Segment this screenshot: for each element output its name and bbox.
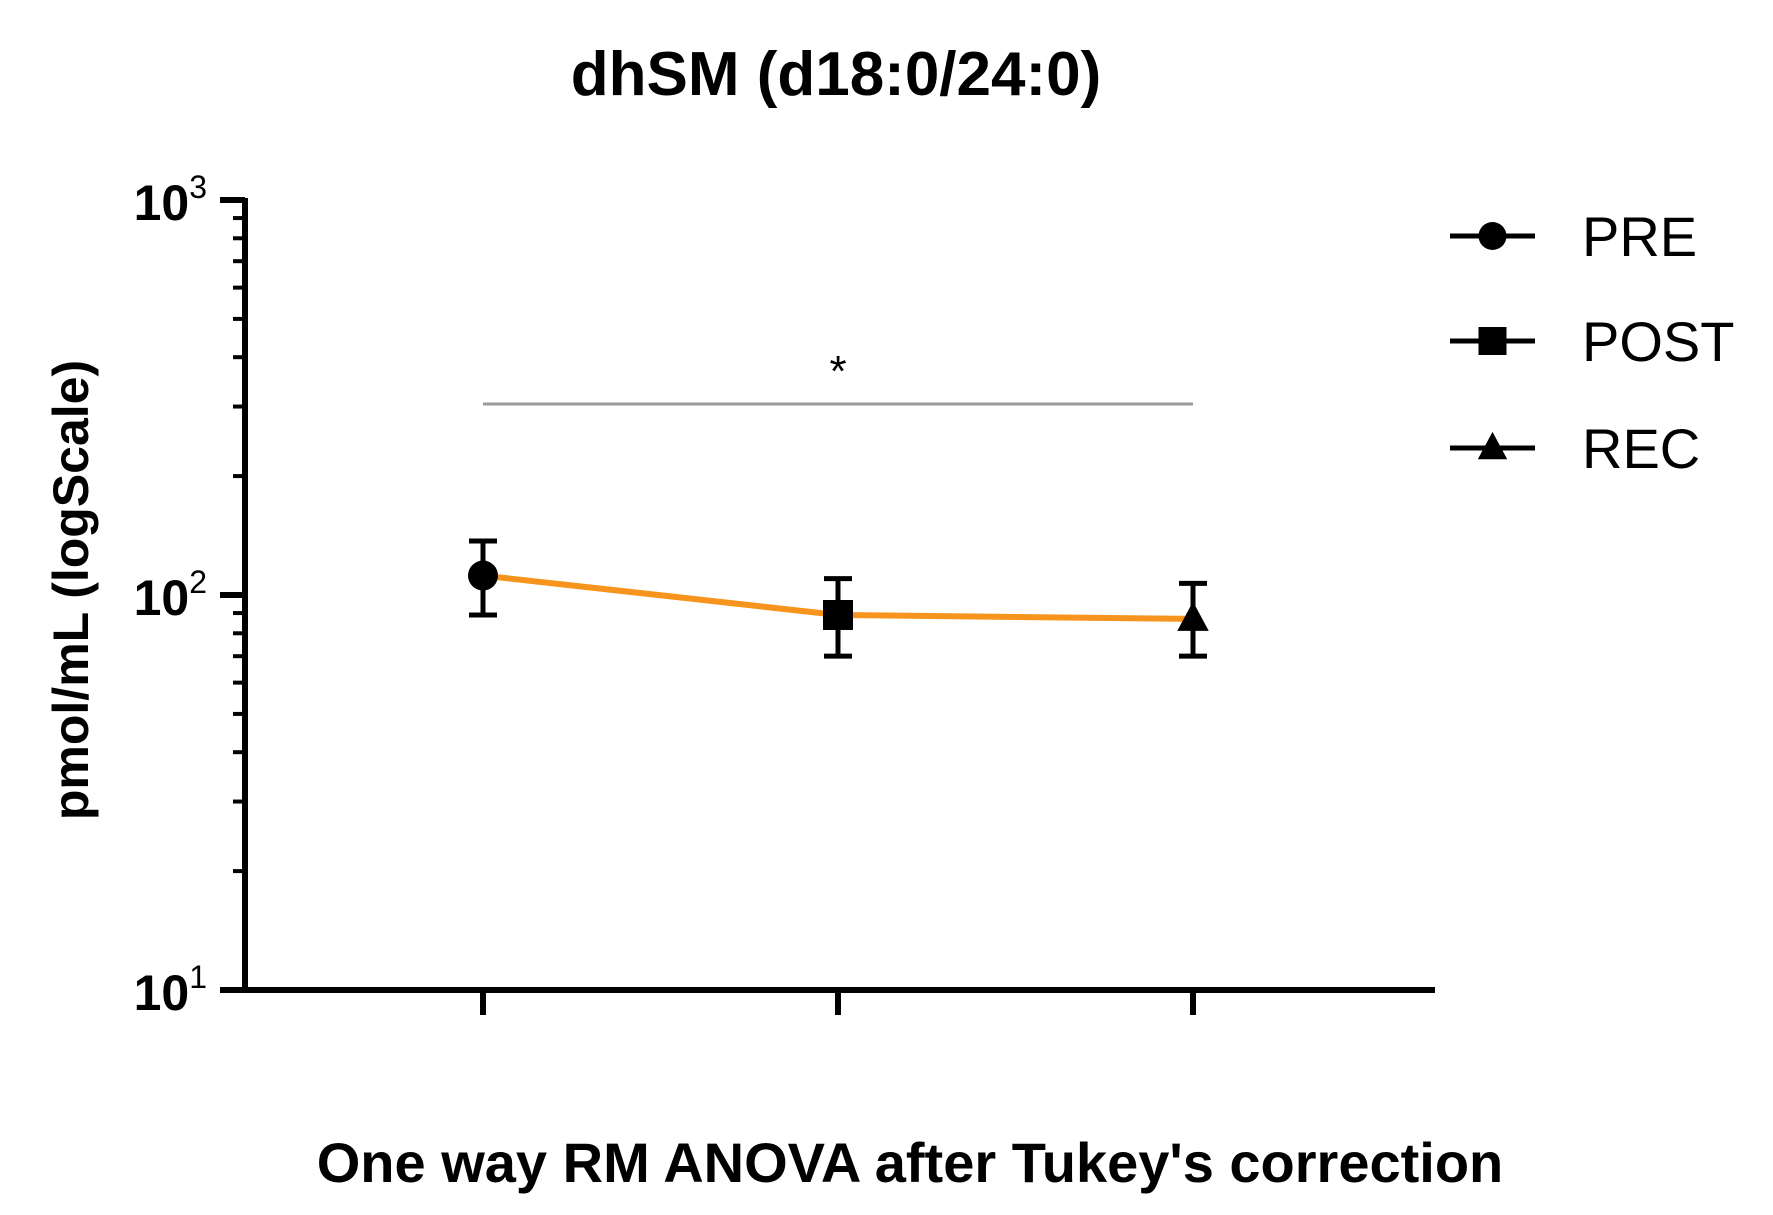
legend-marker-rec — [1477, 431, 1508, 460]
x-axis-label: One way RM ANOVA after Tukey's correctio… — [317, 1131, 1504, 1194]
data-point-pre — [468, 560, 498, 591]
y-axis-label: pmol/mL (logScale) — [43, 360, 99, 820]
legend-label-post: POST — [1582, 310, 1734, 373]
significance-star: * — [829, 347, 846, 396]
y-tick-label: 101 — [134, 959, 207, 1021]
series — [468, 538, 1209, 659]
data-point-rec — [1177, 601, 1209, 631]
y-ticks: 103 102 101 — [134, 169, 245, 1021]
y-tick-label: 102 — [134, 564, 207, 626]
legend-label-pre: PRE — [1582, 205, 1697, 268]
data-point-post — [823, 599, 853, 630]
legend-marker-pre — [1478, 222, 1507, 250]
axes — [225, 198, 1435, 993]
legend-label-rec: REC — [1582, 417, 1700, 480]
legend: PRE POST REC — [1450, 205, 1734, 480]
y-tick-label: 103 — [134, 169, 207, 231]
significance-annotation: * — [483, 347, 1193, 406]
chart-title: dhSM (d18:0/24:0) — [571, 40, 1102, 109]
x-ticks — [480, 990, 1196, 1015]
legend-marker-post — [1478, 327, 1507, 355]
